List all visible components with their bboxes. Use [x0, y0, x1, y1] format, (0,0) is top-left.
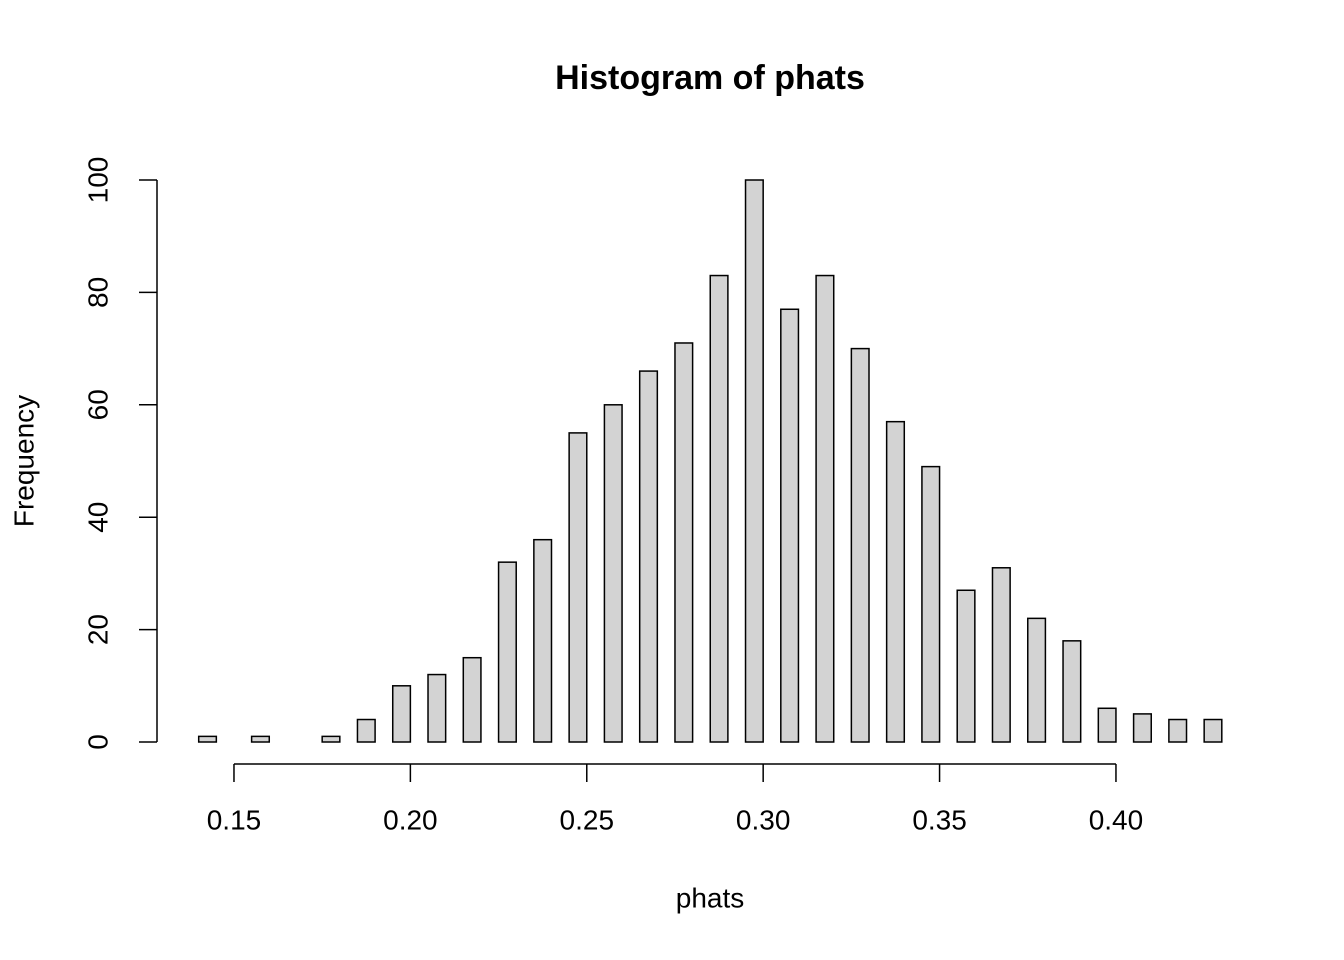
y-tick-label: 60 [82, 389, 113, 420]
y-axis-label: Frequency [8, 395, 39, 527]
bar [638, 370, 659, 743]
bar [197, 735, 218, 743]
bar [356, 718, 376, 743]
x-tick-label: 0.15 [207, 804, 262, 835]
bar [603, 404, 623, 743]
x-axis-label: phats [676, 882, 745, 913]
chart-title: Histogram of phats [555, 59, 865, 97]
bar [1132, 713, 1152, 743]
bar [1027, 617, 1047, 743]
bar [321, 735, 341, 743]
bar [1062, 640, 1082, 743]
bar [956, 589, 976, 743]
x-tick-label: 0.20 [383, 804, 438, 835]
bar [250, 735, 271, 743]
bar [533, 538, 553, 743]
bar [1097, 707, 1117, 743]
bar [462, 656, 482, 743]
x-tick-label: 0.30 [736, 804, 791, 835]
bar [885, 420, 906, 743]
bar [780, 308, 800, 743]
bar [427, 673, 447, 743]
y-tick-label: 0 [82, 734, 113, 750]
y-tick-label: 100 [82, 157, 113, 204]
bar [391, 685, 412, 743]
bar [1203, 718, 1223, 743]
bar [709, 274, 729, 743]
x-tick-label: 0.35 [912, 804, 967, 835]
bar [991, 567, 1011, 743]
bar [921, 465, 941, 743]
bar [1168, 718, 1188, 743]
bar [744, 179, 764, 743]
y-tick-label: 20 [82, 614, 113, 645]
bar [815, 274, 835, 743]
x-tick-label: 0.25 [560, 804, 615, 835]
bar [568, 432, 588, 743]
bar [850, 347, 870, 743]
y-tick-label: 40 [82, 502, 113, 533]
y-tick-label: 80 [82, 277, 113, 308]
x-tick-label: 0.40 [1089, 804, 1144, 835]
bar [497, 561, 517, 743]
bar [674, 342, 694, 743]
